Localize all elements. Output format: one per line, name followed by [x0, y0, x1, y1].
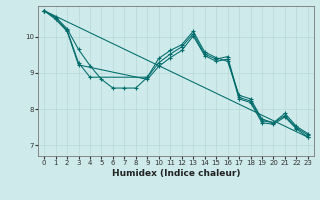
X-axis label: Humidex (Indice chaleur): Humidex (Indice chaleur) — [112, 169, 240, 178]
